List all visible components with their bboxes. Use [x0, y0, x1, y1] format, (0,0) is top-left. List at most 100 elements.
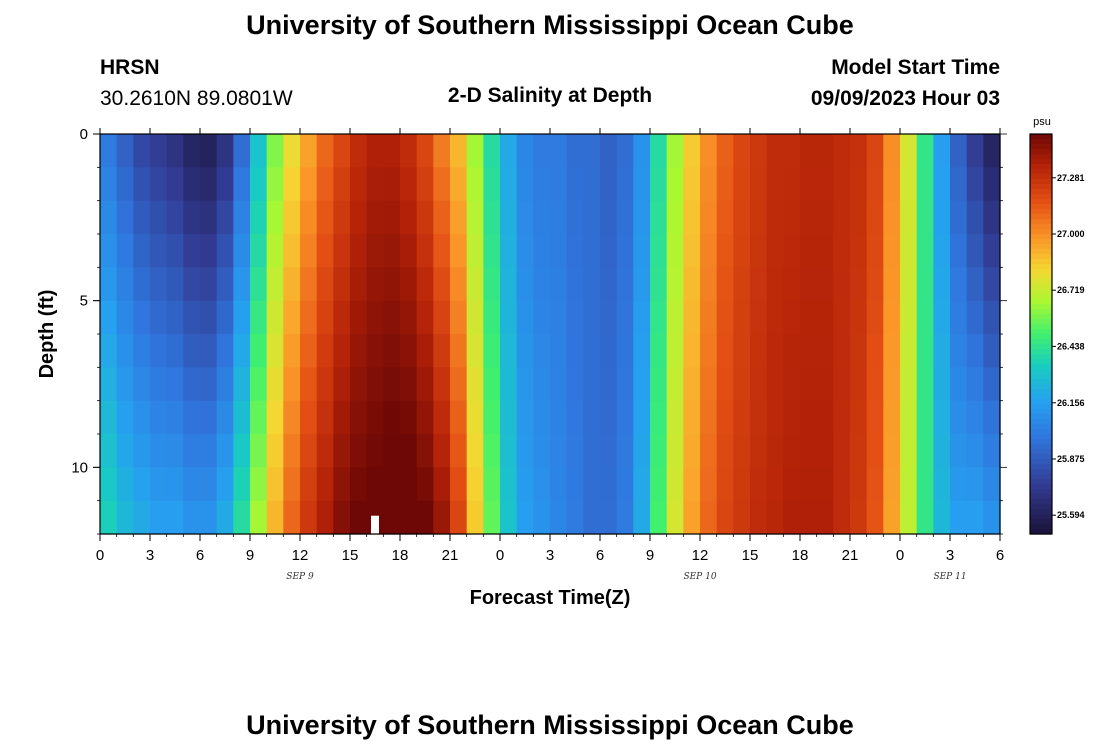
heatmap-cell — [100, 300, 118, 335]
heatmap-cell — [566, 467, 584, 502]
heatmap-cell — [366, 400, 384, 435]
colorbar-swatch — [1030, 404, 1052, 410]
x-tick-label: 21 — [442, 547, 459, 564]
heatmap-cell — [366, 434, 384, 468]
heatmap-cell — [133, 334, 151, 368]
plot-title: 2-D Salinity at Depth — [447, 84, 653, 107]
heatmap-cell — [533, 434, 551, 468]
heatmap-cell — [650, 334, 668, 368]
heatmap-cell — [816, 200, 834, 235]
heatmap-cell — [833, 200, 851, 235]
colorbar-swatch — [1030, 479, 1052, 485]
heatmap-cell — [433, 167, 451, 202]
heatmap-cell — [400, 234, 418, 268]
heatmap-cell — [550, 434, 568, 468]
heatmap-cell — [683, 134, 701, 168]
heatmap-cell — [150, 300, 168, 335]
heatmap-cell — [250, 234, 268, 268]
heatmap-cell — [316, 167, 334, 202]
heatmap-cell — [916, 434, 934, 468]
heatmap-cell — [800, 234, 818, 268]
heatmap-cell — [650, 300, 668, 335]
heatmap-cell — [283, 234, 301, 268]
x-tick-label: 18 — [792, 547, 809, 564]
heatmap-cell — [916, 367, 934, 402]
heatmap-cell — [433, 434, 451, 468]
heatmap-cell — [933, 167, 951, 202]
heatmap-cell — [133, 300, 151, 335]
heatmap-cell — [766, 434, 784, 468]
heatmap-cell — [450, 400, 468, 435]
heatmap-cell — [633, 267, 651, 302]
heatmap-cell — [233, 167, 251, 202]
heatmap-cell — [483, 300, 501, 335]
heatmap-cell — [750, 200, 768, 235]
heatmap-cell — [533, 334, 551, 368]
heatmap-cell — [150, 167, 168, 202]
heatmap-cell — [933, 200, 951, 235]
heatmap-cell — [383, 367, 401, 402]
heatmap-cell — [650, 500, 668, 535]
heatmap-cell — [500, 134, 518, 168]
heatmap-cell — [300, 200, 318, 235]
heatmap-cell — [216, 434, 234, 468]
heatmap-cell — [166, 467, 184, 502]
heatmap-cell — [566, 167, 584, 202]
heatmap-cell — [500, 434, 518, 468]
heatmap-cell — [900, 200, 918, 235]
heatmap-cell — [966, 367, 984, 402]
heatmap-cell — [333, 467, 351, 502]
heatmap-cell — [350, 134, 368, 168]
heatmap-cell — [866, 200, 884, 235]
heatmap-cell — [133, 400, 151, 435]
heatmap-cell — [183, 134, 201, 168]
heatmap-cell — [666, 400, 684, 435]
colorbar-swatch — [1030, 489, 1052, 495]
heatmap-cell — [583, 334, 601, 368]
heatmap-cell — [933, 267, 951, 302]
colorbar-swatch — [1030, 314, 1052, 320]
colorbar-swatch — [1030, 224, 1052, 230]
heatmap-cell — [833, 367, 851, 402]
heatmap-cell — [300, 300, 318, 335]
heatmap-cell — [733, 334, 751, 368]
x-tick-label: 15 — [742, 547, 759, 564]
heatmap-cell — [166, 200, 184, 235]
heatmap-cell — [500, 267, 518, 302]
heatmap-cell — [466, 467, 484, 502]
heatmap-cell — [633, 367, 651, 402]
heatmap-cell — [716, 234, 734, 268]
heatmap-cell — [200, 434, 218, 468]
heatmap-cell — [633, 334, 651, 368]
heatmap-cell — [666, 467, 684, 502]
heatmap-cell — [583, 367, 601, 402]
heatmap-cell — [683, 167, 701, 202]
heatmap-cell — [583, 467, 601, 502]
heatmap-cell — [433, 200, 451, 235]
heatmap-cell — [583, 434, 601, 468]
heatmap-cell — [550, 300, 568, 335]
heatmap-cell — [500, 234, 518, 268]
heatmap-cell — [200, 167, 218, 202]
heatmap-cell — [350, 434, 368, 468]
heatmap-cell — [583, 200, 601, 235]
heatmap-cell — [916, 300, 934, 335]
heatmap-cell — [316, 334, 334, 368]
heatmap-cell — [216, 400, 234, 435]
colorbar-swatch — [1030, 159, 1052, 165]
colorbar-swatch — [1030, 199, 1052, 205]
colorbar-swatch — [1030, 319, 1052, 325]
heatmap-cell — [283, 134, 301, 168]
heatmap-cell — [850, 400, 868, 435]
heatmap-cell — [483, 200, 501, 235]
heatmap-cell — [550, 467, 568, 502]
heatmap-cell — [650, 467, 668, 502]
colorbar-swatch — [1030, 229, 1052, 235]
colorbar-swatch — [1030, 449, 1052, 455]
heatmap-cell — [933, 134, 951, 168]
heatmap-cell — [400, 167, 418, 202]
heatmap-cell — [400, 434, 418, 468]
heatmap-cell — [666, 134, 684, 168]
heatmap-cell — [133, 267, 151, 302]
heatmap-cell — [733, 400, 751, 435]
